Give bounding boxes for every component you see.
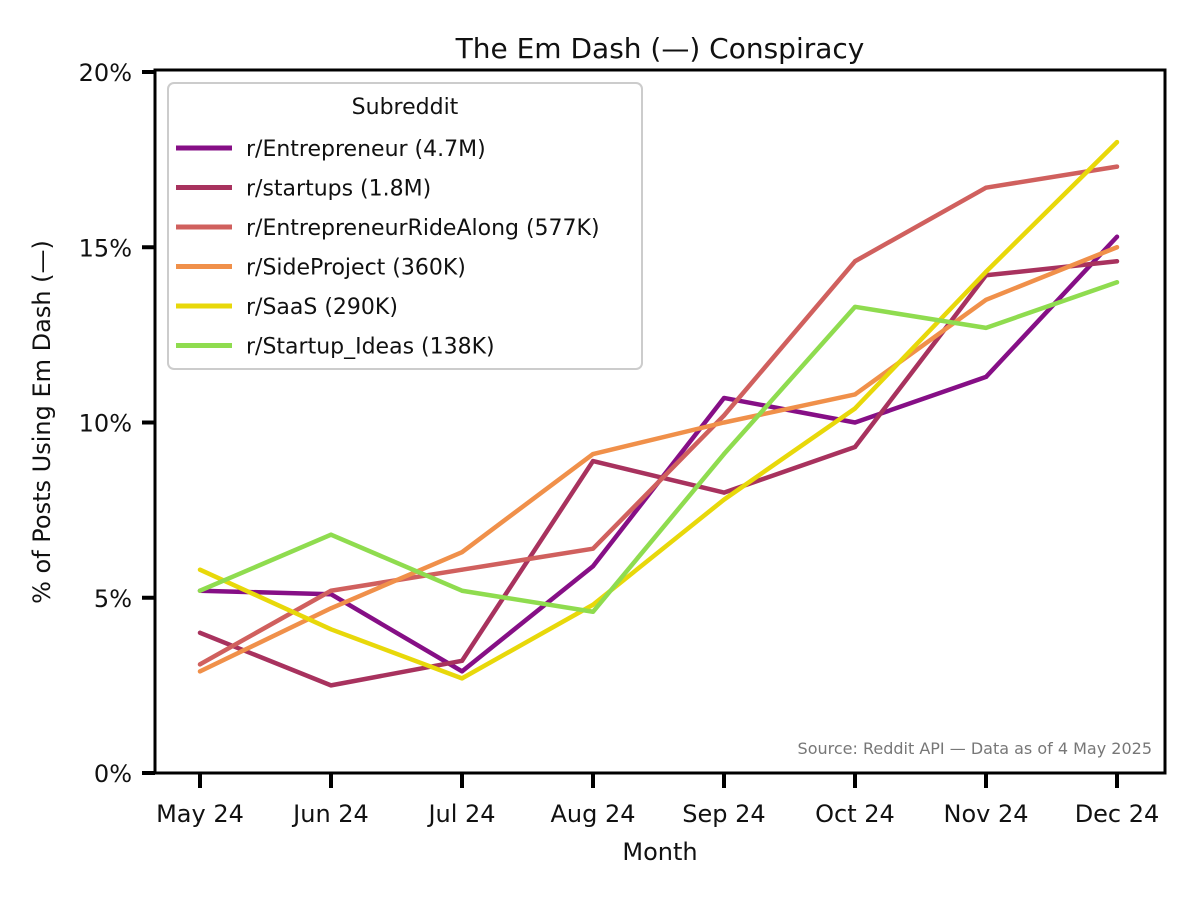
data-point: [722, 497, 726, 502]
legend-label: r/startups (1.8M): [246, 177, 431, 202]
data-point: [1115, 245, 1119, 250]
data-point: [460, 567, 464, 572]
source-annotation: Source: Reddit API — Data as of 4 May 20…: [798, 739, 1152, 758]
data-point: [329, 627, 333, 632]
legend-label: r/SaaS (290K): [246, 295, 398, 320]
data-point: [460, 588, 464, 593]
data-point: [1115, 140, 1119, 145]
y-axis-label: % of Posts Using Em Dash (—): [28, 240, 56, 604]
y-tick-label: 0%: [94, 760, 132, 788]
data-point: [984, 297, 988, 302]
legend-label: r/EntrepreneurRideAlong (577K): [246, 216, 600, 241]
data-point: [591, 546, 595, 551]
data-point: [722, 490, 726, 495]
data-point: [984, 374, 988, 379]
series-line: [197, 245, 1120, 674]
chart-title: The Em Dash (—) Conspiracy: [455, 32, 865, 65]
x-tick-label: May 24: [156, 800, 244, 828]
data-point: [329, 683, 333, 688]
data-point: [591, 564, 595, 569]
x-tick-label: Aug 24: [550, 800, 635, 828]
data-point: [198, 567, 202, 572]
x-tick-label: Jun 24: [291, 800, 369, 828]
legend: Subreddit r/Entrepreneur (4.7M) r/startup…: [167, 82, 643, 370]
data-point: [984, 325, 988, 330]
data-point: [984, 269, 988, 274]
data-point: [1115, 280, 1119, 285]
data-point: [591, 452, 595, 457]
data-point: [853, 445, 857, 450]
data-point: [591, 602, 595, 607]
data-point: [853, 259, 857, 264]
data-point: [722, 452, 726, 457]
legend-box: [167, 82, 643, 370]
legend-title: Subreddit: [352, 95, 459, 120]
data-point: [329, 588, 333, 593]
series-line: [197, 280, 1120, 615]
data-point: [984, 185, 988, 190]
data-point: [1115, 164, 1119, 169]
data-point: [722, 395, 726, 400]
x-tick-label: Jul 24: [426, 800, 495, 828]
series-line: [197, 164, 1120, 667]
y-tick-label: 15%: [79, 234, 132, 262]
y-tick-label: 5%: [94, 585, 132, 613]
data-point: [853, 392, 857, 397]
data-point: [198, 630, 202, 635]
y-tick-label: 10%: [79, 410, 132, 438]
x-tick-label: Nov 24: [943, 800, 1028, 828]
data-point: [460, 669, 464, 674]
data-point: [1115, 259, 1119, 264]
data-point: [460, 676, 464, 681]
data-point: [1115, 234, 1119, 239]
data-point: [460, 550, 464, 555]
data-point: [853, 420, 857, 425]
x-tick-label: Sep 24: [682, 800, 765, 828]
data-point: [329, 606, 333, 611]
data-point: [853, 304, 857, 309]
data-point: [722, 413, 726, 418]
data-point: [853, 406, 857, 411]
legend-label: r/Entrepreneur (4.7M): [246, 137, 486, 162]
y-tick-label: 20%: [79, 59, 132, 87]
data-point: [198, 662, 202, 667]
data-point: [329, 532, 333, 537]
data-point: [591, 459, 595, 464]
x-tick-label: Oct 24: [815, 800, 895, 828]
series-line: [197, 259, 1120, 688]
data-point: [460, 658, 464, 663]
data-point: [198, 588, 202, 593]
x-tick-label: Dec 24: [1075, 800, 1160, 828]
data-point: [591, 609, 595, 614]
data-point: [722, 420, 726, 425]
data-point: [198, 669, 202, 674]
series-line: [197, 139, 1120, 681]
x-axis-label: Month: [622, 838, 697, 866]
legend-label: r/SideProject (360K): [246, 256, 466, 281]
legend-label: r/Startup_Ideas (138K): [246, 335, 495, 360]
